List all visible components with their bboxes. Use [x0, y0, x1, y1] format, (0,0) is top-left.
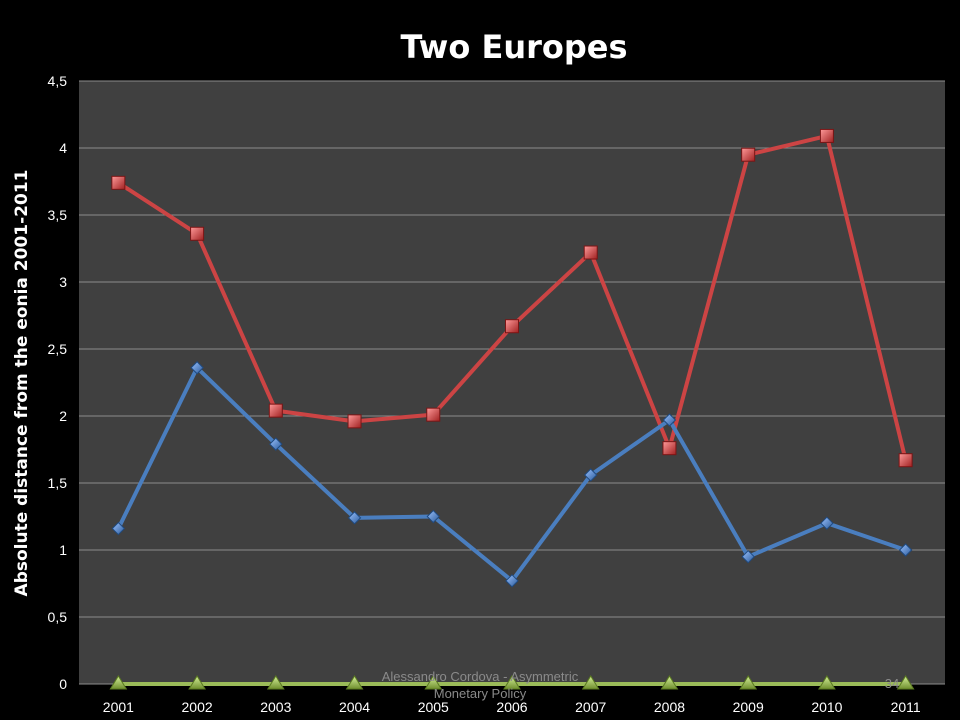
data-point-1 — [505, 574, 519, 588]
data-point-0 — [426, 407, 441, 422]
data-point-0 — [347, 414, 362, 429]
data-point-1 — [347, 511, 362, 525]
footer-line-2: Monetary Policy — [433, 686, 527, 701]
data-point-2 — [660, 675, 679, 690]
footer-line-1: Alessandro Cordova - Asymmetric — [381, 669, 579, 684]
chart-title: Two Europes — [400, 28, 627, 66]
data-point-1 — [741, 549, 755, 564]
x-tick-label: 2002 — [182, 699, 213, 715]
data-point-1 — [820, 516, 834, 530]
y-tick-label: 3,5 — [48, 207, 68, 223]
data-point-2 — [109, 675, 128, 690]
y-tick-label: 3 — [59, 274, 67, 290]
data-point-0 — [819, 128, 834, 143]
data-point-1 — [190, 361, 204, 375]
data-point-0 — [898, 453, 913, 468]
y-tick-label: 1,5 — [48, 475, 68, 491]
data-point-2 — [503, 675, 521, 690]
y-tick-label: 0,5 — [48, 609, 68, 625]
data-point-0 — [583, 245, 598, 260]
data-point-2 — [345, 675, 364, 690]
data-point-2 — [188, 675, 206, 690]
x-tick-label: 2006 — [496, 699, 527, 715]
data-point-2 — [818, 675, 836, 690]
data-point-2 — [739, 675, 758, 690]
data-point-1 — [111, 521, 126, 536]
data-point-1 — [662, 413, 677, 427]
x-tick-label: 2001 — [103, 699, 134, 715]
data-point-2 — [266, 675, 285, 690]
y-tick-label: 0 — [59, 676, 67, 692]
x-axis-ticks: 2001 2002 2003 2004 2005 2006 2007 2008 2009 2010… — [103, 699, 921, 715]
y-tick-label: 2 — [59, 408, 67, 424]
y-axis-label: Absolute distance from the eonia 2001-20… — [12, 170, 32, 597]
data-point-0 — [268, 403, 283, 418]
x-tick-label: 2011 — [891, 699, 921, 715]
plot-area — [79, 81, 945, 684]
x-tick-label: 2005 — [418, 699, 449, 715]
page-number: 34 — [884, 676, 900, 691]
data-point-0 — [111, 175, 126, 190]
y-tick-label: 1 — [59, 542, 67, 558]
x-tick-label: 2010 — [811, 699, 842, 715]
data-point-0 — [741, 147, 756, 162]
data-point-0 — [190, 226, 205, 241]
y-tick-label: 4 — [59, 140, 67, 156]
grid-lines — [79, 80, 945, 685]
data-point-1 — [898, 543, 913, 557]
data-point-2 — [424, 675, 443, 690]
x-tick-label: 2004 — [339, 699, 370, 715]
y-axis-ticks: 0 0,5 1 1,5 2 2,5 3 3,5 4 4,5 — [48, 73, 68, 692]
y-tick-label: 2,5 — [48, 341, 68, 357]
data-point-1 — [584, 468, 598, 482]
series-markers — [109, 128, 915, 690]
data-point-1 — [269, 437, 283, 451]
data-point-1 — [426, 509, 440, 524]
data-point-2 — [581, 675, 600, 690]
data-point-0 — [505, 319, 519, 334]
x-tick-label: 2008 — [654, 699, 685, 715]
data-point-0 — [662, 441, 677, 456]
x-tick-label: 2009 — [733, 699, 764, 715]
y-tick-label: 4,5 — [48, 73, 68, 89]
data-point-2 — [896, 675, 915, 690]
x-tick-label: 2003 — [260, 699, 291, 715]
footer-text: Alessandro Cordova - Asymmetric Monetary… — [360, 668, 600, 702]
x-tick-label: 2007 — [575, 699, 606, 715]
